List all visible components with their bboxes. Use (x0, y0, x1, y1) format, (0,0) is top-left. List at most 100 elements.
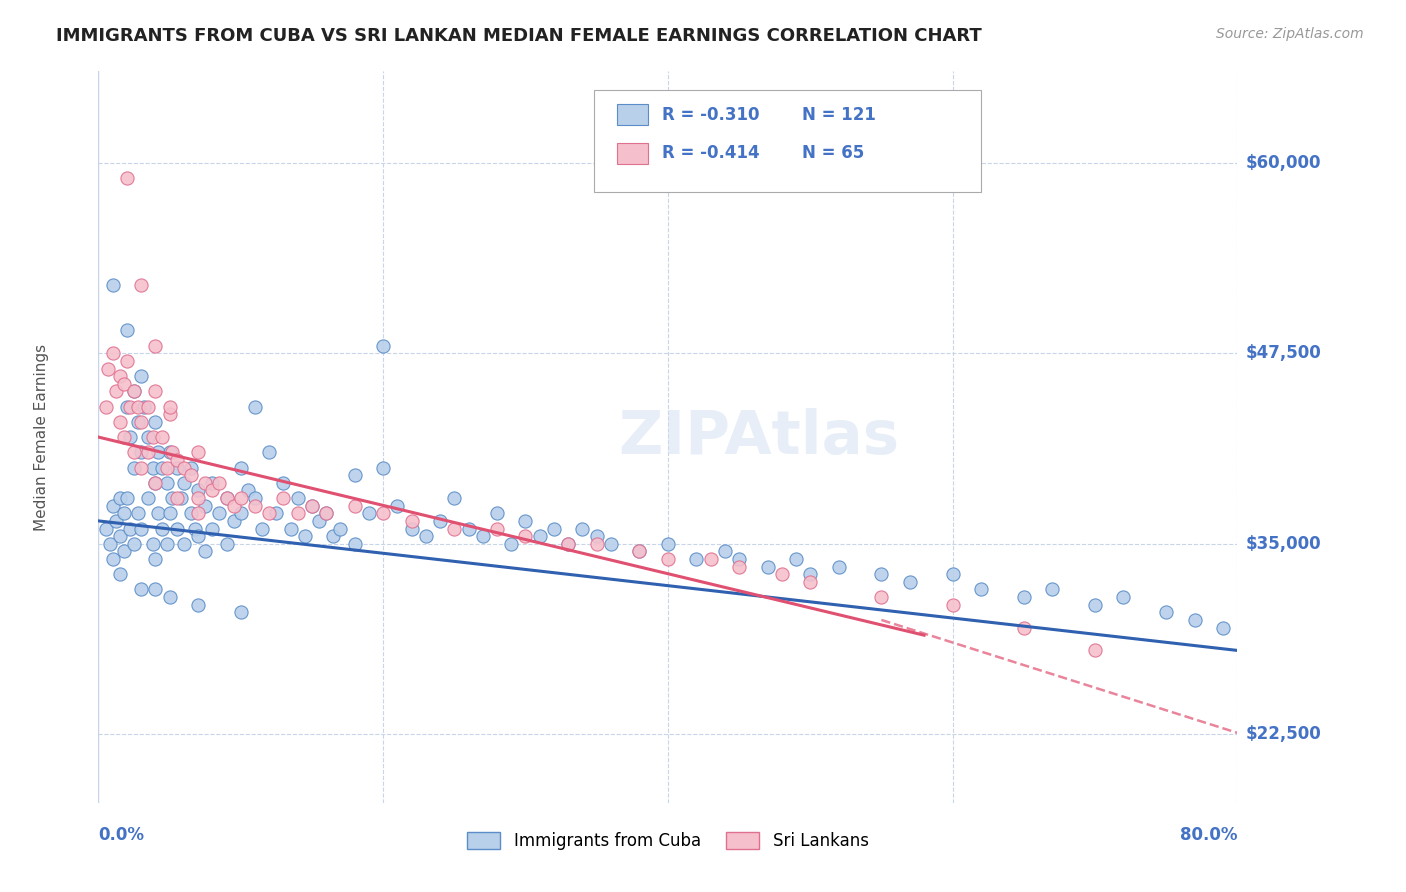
Point (401, 514, 423, 528)
Point (273, 491, 295, 505)
Point (1084, 643, 1107, 657)
Text: ZIPAtlas: ZIPAtlas (619, 408, 900, 467)
Point (170, 491, 193, 505)
Point (127, 506, 149, 520)
Point (373, 506, 395, 520)
Point (628, 544, 651, 558)
Point (159, 506, 181, 520)
Point (628, 544, 651, 558)
Point (129, 445, 152, 459)
Point (501, 537, 523, 551)
Point (294, 529, 316, 543)
Point (129, 582, 152, 597)
Point (557, 537, 579, 551)
Point (108, 415, 131, 429)
Point (870, 590, 893, 604)
Point (229, 605, 252, 619)
Point (543, 521, 565, 535)
Point (112, 506, 135, 520)
Point (118, 430, 141, 444)
Point (129, 415, 152, 429)
Point (187, 598, 209, 612)
Point (180, 460, 202, 475)
Text: N = 65: N = 65 (803, 145, 865, 162)
Point (104, 514, 127, 528)
Point (127, 415, 149, 429)
Point (136, 445, 159, 459)
Point (415, 529, 437, 543)
Point (208, 475, 231, 490)
Point (118, 521, 141, 535)
Point (129, 277, 152, 292)
Point (443, 491, 465, 505)
Point (115, 354, 138, 368)
Bar (617, 143, 648, 163)
Point (136, 400, 159, 414)
Point (266, 506, 288, 520)
Point (229, 506, 252, 520)
Point (159, 407, 181, 421)
Point (287, 491, 309, 505)
Point (600, 537, 623, 551)
Point (184, 521, 207, 535)
Point (343, 499, 366, 513)
Point (115, 171, 138, 186)
Point (145, 582, 167, 597)
Point (173, 537, 195, 551)
Point (141, 537, 163, 551)
Point (94, 521, 117, 535)
Point (457, 521, 479, 535)
Point (250, 521, 273, 535)
Point (122, 384, 145, 399)
Point (273, 475, 295, 490)
Point (194, 544, 217, 558)
Point (222, 499, 245, 513)
Point (148, 445, 170, 459)
Point (156, 537, 179, 551)
Text: N = 121: N = 121 (803, 105, 876, 123)
Text: R = -0.414: R = -0.414 (662, 145, 759, 162)
Point (141, 460, 163, 475)
Point (657, 537, 679, 551)
Bar (617, 104, 648, 125)
Point (259, 445, 281, 459)
Point (215, 537, 238, 551)
Text: R = -0.310: R = -0.310 (662, 105, 759, 123)
Point (127, 400, 149, 414)
Point (942, 598, 965, 612)
Text: Source: ZipAtlas.com: Source: ZipAtlas.com (1216, 27, 1364, 41)
Point (108, 491, 131, 505)
Text: IMMIGRANTS FROM CUBA VS SRI LANKAN MEDIAN FEMALE EARNINGS CORRELATION CHART: IMMIGRANTS FROM CUBA VS SRI LANKAN MEDIA… (56, 27, 981, 45)
Point (828, 559, 851, 574)
Point (799, 574, 821, 589)
Point (942, 567, 965, 582)
Point (1212, 621, 1234, 635)
Point (201, 483, 224, 498)
Point (101, 552, 124, 566)
Point (122, 537, 145, 551)
Point (329, 521, 352, 535)
Point (215, 491, 238, 505)
Point (129, 460, 152, 475)
Point (486, 506, 509, 520)
Point (162, 491, 184, 505)
Point (152, 430, 174, 444)
Point (136, 430, 159, 444)
Point (101, 277, 124, 292)
Point (322, 529, 344, 543)
Point (166, 521, 188, 535)
Point (108, 567, 131, 582)
Point (229, 460, 252, 475)
Text: 80.0%: 80.0% (1180, 826, 1237, 844)
Point (243, 499, 266, 513)
Point (112, 376, 135, 391)
Point (229, 491, 252, 505)
Point (187, 445, 209, 459)
Point (585, 529, 607, 543)
Point (243, 491, 266, 505)
Point (145, 338, 167, 352)
Point (585, 537, 607, 551)
Point (1012, 590, 1035, 604)
Point (101, 346, 124, 360)
Legend: Immigrants from Cuba, Sri Lankans: Immigrants from Cuba, Sri Lankans (460, 825, 876, 856)
